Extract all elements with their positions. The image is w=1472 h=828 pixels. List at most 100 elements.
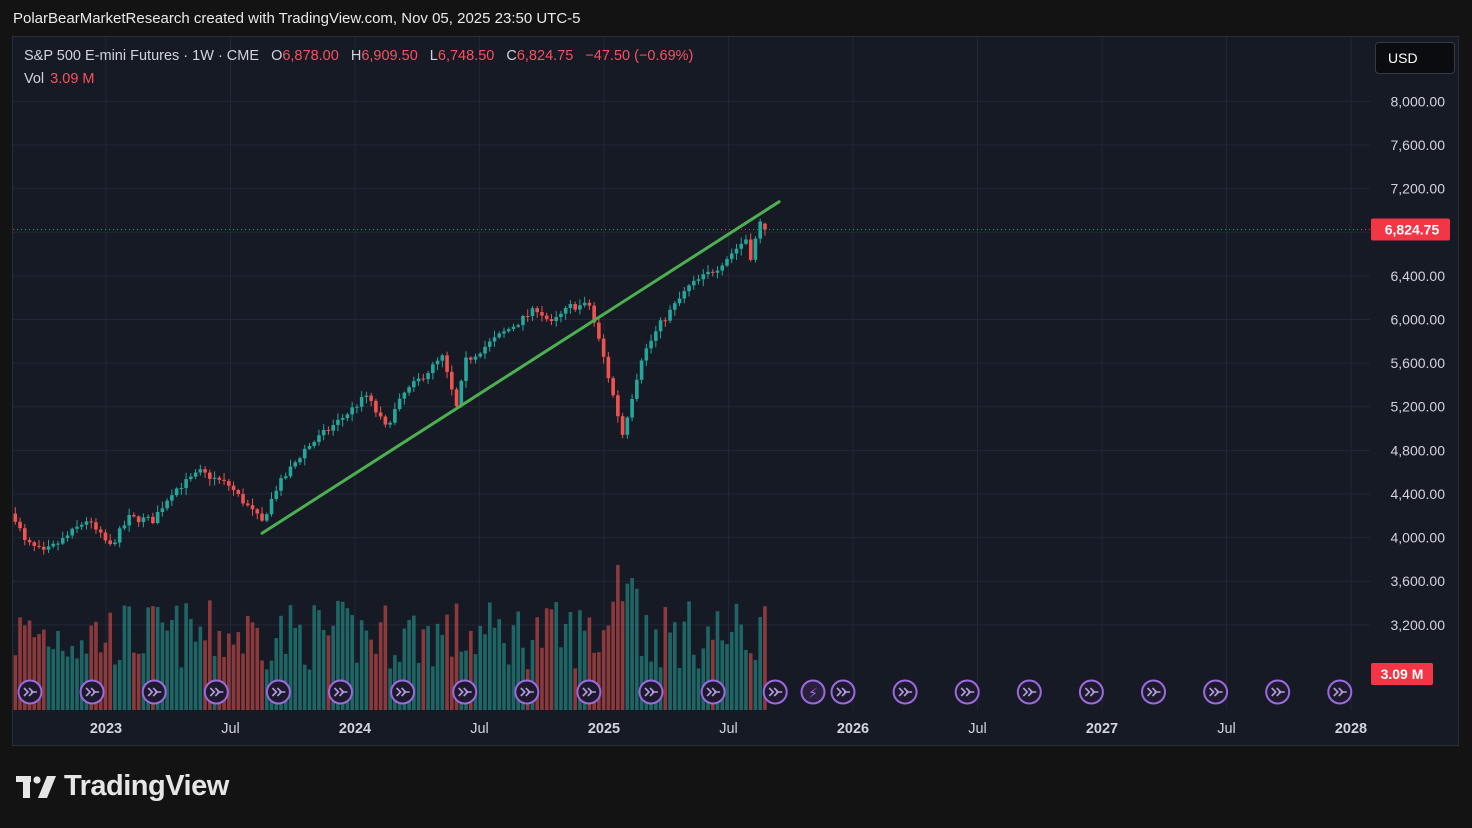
candle-body[interactable] [60,538,65,544]
candle-body[interactable] [587,302,592,306]
candle-body[interactable] [516,325,521,327]
candle-body[interactable] [435,360,440,365]
candle-body[interactable] [687,285,691,292]
candle-body[interactable] [654,331,658,341]
candle-body[interactable] [682,291,687,299]
candle-body[interactable] [37,545,41,547]
candle-body[interactable] [89,521,94,523]
candle-body[interactable] [544,315,549,320]
candle-body[interactable] [672,303,677,310]
event-icon[interactable] [1265,679,1291,705]
candle-body[interactable] [644,348,649,361]
candle-body[interactable] [160,508,165,513]
candle-body[interactable] [559,313,563,318]
candle-body[interactable] [151,516,155,524]
candle-body[interactable] [317,435,321,443]
candle-body[interactable] [511,326,516,330]
candle-body[interactable] [521,315,525,326]
tradingview-brand[interactable]: TradingView [16,770,229,803]
candle-body[interactable] [146,516,150,518]
candle-body[interactable] [288,466,293,477]
candle-body[interactable] [236,490,241,494]
candle-body[interactable] [94,522,98,530]
candle-body[interactable] [65,535,70,539]
candle-body[interactable] [364,395,369,398]
candle-body[interactable] [51,543,56,547]
candle-body[interactable] [231,485,236,491]
candle-body[interactable] [597,322,601,339]
candle-body[interactable] [108,540,112,545]
candle-body[interactable] [639,360,644,380]
volume-tag[interactable] [1371,663,1433,685]
event-icon[interactable] [1327,679,1353,705]
candle-body[interactable] [706,271,710,275]
candle-body[interactable] [250,505,255,510]
candle-body[interactable] [274,490,279,499]
candle-body[interactable] [468,357,473,360]
candle-body[interactable] [763,223,767,230]
candle-body[interactable] [269,498,274,515]
event-icon[interactable] [17,679,43,705]
candle-body[interactable] [412,381,416,388]
candle-body[interactable] [345,414,350,419]
candle-body[interactable] [117,528,122,543]
candle-body[interactable] [431,364,435,374]
candle-body[interactable] [217,477,222,480]
candle-body[interactable] [141,517,146,523]
candle-body[interactable] [302,448,307,459]
event-icon[interactable] [762,679,788,705]
candle-body[interactable] [184,479,188,489]
candle-body[interactable] [663,320,668,322]
candle-body[interactable] [748,239,753,260]
candle-body[interactable] [122,525,127,529]
candle-body[interactable] [440,355,445,361]
candle-body[interactable] [677,298,682,304]
candle-body[interactable] [279,478,283,491]
candle-body[interactable] [350,407,354,415]
candle-body[interactable] [46,546,51,550]
candle-body[interactable] [298,458,302,463]
candle-body[interactable] [340,418,345,420]
candle-body[interactable] [407,387,411,393]
candle-body[interactable] [84,521,89,525]
candle-body[interactable] [450,371,454,390]
candle-body[interactable] [658,320,663,332]
candle-body[interactable] [720,265,725,271]
candle-body[interactable] [132,515,136,517]
candle-body[interactable] [212,477,217,479]
candle-body[interactable] [620,416,625,435]
candle-body[interactable] [753,238,758,260]
candle-body[interactable] [189,476,193,480]
event-icon[interactable] [79,679,105,705]
candle-body[interactable] [312,442,317,446]
candle-body[interactable] [530,308,535,317]
candle-body[interactable] [359,397,364,407]
candle-body[interactable] [27,540,32,543]
last-price-tag[interactable] [1371,218,1450,241]
candle-body[interactable] [13,513,18,522]
candle-body[interactable] [41,546,46,550]
candle-body[interactable] [18,521,22,529]
candle-body[interactable] [283,476,288,479]
candle-body[interactable] [568,303,573,308]
candle-body[interactable] [502,331,506,334]
candle-body[interactable] [725,259,729,266]
candle-body[interactable] [710,271,715,273]
candle-body[interactable] [383,416,388,425]
candle-body[interactable] [715,270,720,273]
candle-body[interactable] [478,353,483,357]
candle-body[interactable] [374,400,378,413]
candle-body[interactable] [193,472,198,477]
event-icon[interactable] [700,679,726,705]
candle-body[interactable] [22,528,27,541]
event-icon[interactable] [954,679,980,705]
candle-body[interactable] [397,398,402,410]
trendline[interactable] [260,200,781,535]
event-icon[interactable] [390,679,416,705]
candle-body[interactable] [113,542,117,545]
candle-body[interactable] [79,524,84,527]
candle-body[interactable] [459,380,464,407]
candle-body[interactable] [331,425,335,431]
dividend-event-icon[interactable] [800,679,826,705]
